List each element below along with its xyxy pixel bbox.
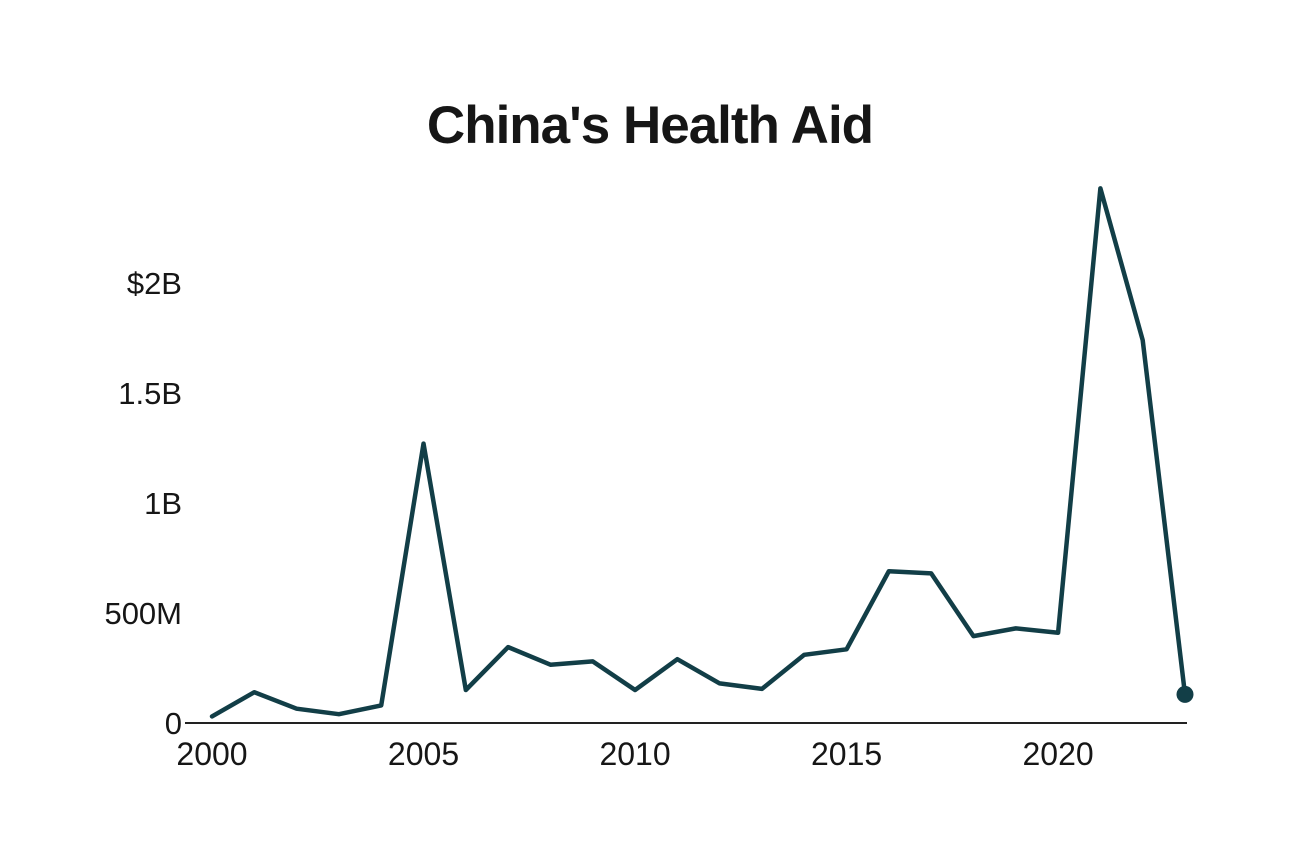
chart-title: China's Health Aid [426, 96, 874, 155]
x-axis-labels: 2000 2005 2010 2015 2020 [176, 736, 1093, 772]
x-tick-label: 2020 [1022, 736, 1093, 772]
y-tick-label: 1.5B [118, 376, 182, 411]
x-tick-label: 2010 [599, 736, 670, 772]
y-tick-label: $2B [127, 266, 182, 301]
x-tick-label: 2015 [811, 736, 882, 772]
y-tick-label: 1B [144, 486, 182, 521]
health-aid-line-series [209, 186, 1188, 719]
y-axis-labels: $2B 1.5B 1B 500M 0 [104, 266, 182, 741]
x-tick-label: 2005 [388, 736, 459, 772]
y-tick-label: 500M [104, 596, 182, 631]
x-tick-label: 2000 [176, 736, 247, 772]
y-tick-label: 0 [165, 706, 182, 741]
latest-point-marker [1176, 685, 1194, 703]
